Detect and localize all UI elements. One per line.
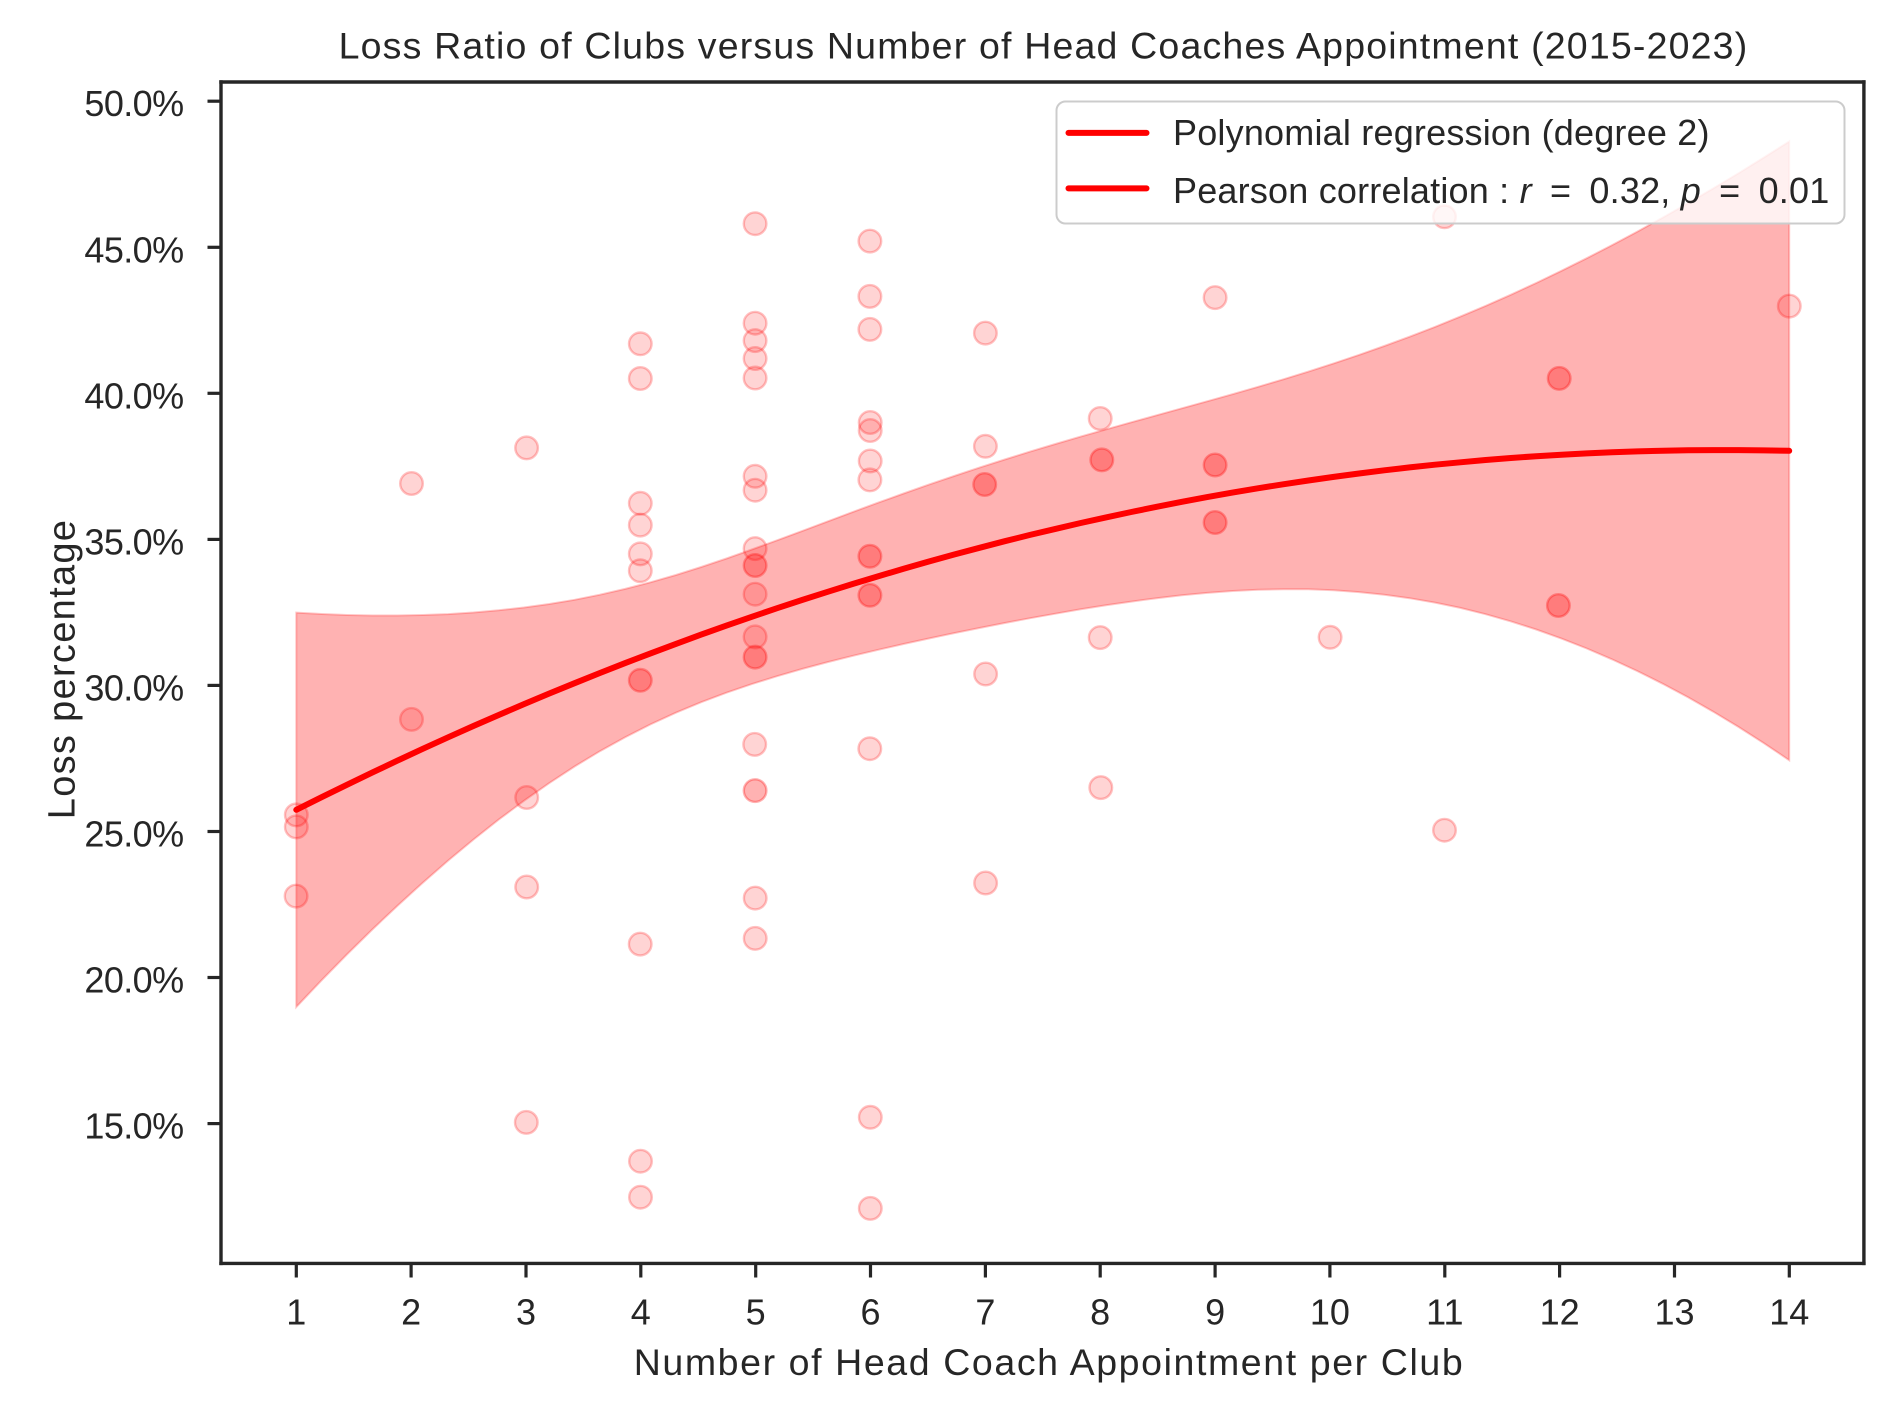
svg-text:7: 7 [975,1292,995,1333]
svg-text:6: 6 [860,1292,880,1333]
svg-text:14: 14 [1769,1292,1809,1333]
svg-text:2: 2 [401,1292,421,1333]
svg-text:12: 12 [1540,1292,1580,1333]
svg-text:10: 10 [1310,1292,1350,1333]
svg-text:30.0%: 30.0% [84,667,183,708]
svg-text:11: 11 [1426,1292,1463,1333]
svg-text:3: 3 [516,1292,536,1333]
svg-text:13: 13 [1654,1292,1694,1333]
svg-text:45.0%: 45.0% [84,229,183,270]
svg-text:Pearson correlation : r = 0.32: Pearson correlation : r = 0.32, p = 0.01 [1173,170,1829,211]
svg-text:Loss percentage: Loss percentage [42,519,84,819]
svg-text:20.0%: 20.0% [84,960,183,1001]
svg-text:5: 5 [746,1292,766,1333]
svg-text:40.0%: 40.0% [84,375,183,416]
svg-text:4: 4 [631,1292,651,1333]
svg-text:50.0%: 50.0% [84,83,183,124]
svg-text:35.0%: 35.0% [84,521,183,562]
svg-text:1: 1 [286,1292,306,1333]
svg-text:8: 8 [1090,1292,1110,1333]
svg-text:25.0%: 25.0% [84,814,183,855]
svg-text:Number of Head Coach Appointme: Number of Head Coach Appointment per Clu… [634,1341,1465,1383]
svg-text:Loss Ratio of Clubs versus Num: Loss Ratio of Clubs versus Number of Hea… [339,25,1749,67]
svg-text:15.0%: 15.0% [84,1106,183,1147]
svg-text:9: 9 [1205,1292,1225,1333]
svg-text:Polynomial regression (degree: Polynomial regression (degree 2) [1173,112,1710,153]
